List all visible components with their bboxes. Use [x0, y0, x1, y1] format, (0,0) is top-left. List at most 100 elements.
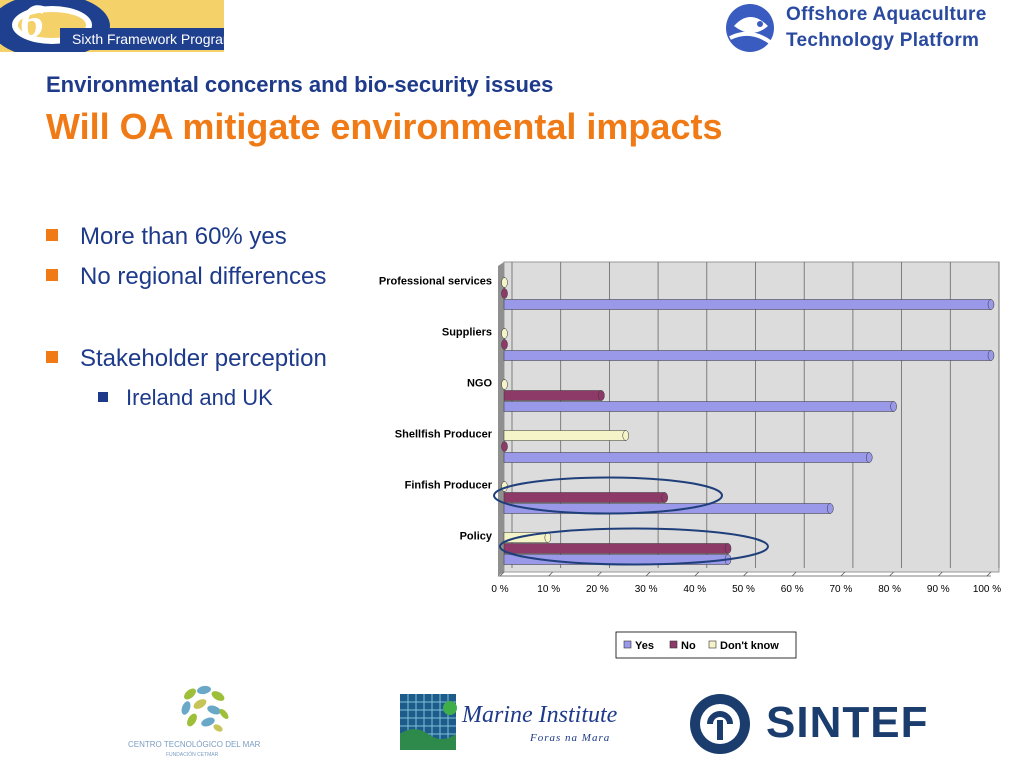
legend-swatch [623, 640, 632, 649]
chart-legend: Yes No Don't know [615, 631, 797, 659]
legend-label: Yes [635, 640, 654, 652]
category-label: Finfish Producer [405, 480, 493, 492]
marine-institute-name: Marine Institute [462, 702, 618, 728]
tick-mark [645, 571, 651, 577]
sintef-emblem-icon [690, 694, 750, 754]
bar-yes [503, 299, 992, 310]
chart-gridlines [498, 262, 1000, 577]
bullet-square-icon [46, 269, 58, 281]
bullet-item: Stakeholder perception [46, 345, 327, 373]
bar-end-cap [501, 288, 508, 299]
chart-bars [501, 277, 995, 565]
fp6-logo-text: Sixth Framework Programme [72, 31, 224, 47]
cetmar-sub: FUNDACIÓN CETMAR [166, 752, 219, 758]
tick-mark [743, 571, 748, 577]
fp6-logo-band: Sixth Framework Programme [60, 28, 224, 50]
bar-end-cap [866, 452, 873, 463]
sub-bullet-square-icon [98, 392, 108, 402]
legend-label: Don't know [720, 640, 779, 652]
bullet-text: No regional differences [80, 263, 327, 290]
sub-bullet-item: Ireland and UK [98, 385, 273, 411]
oatp-logo-line2: Technology Platform [786, 30, 980, 51]
legend-box [615, 631, 797, 659]
chart-x-tick-labels: 0 % 10 % 20 % 30 % 40 % 50 % 60 % 70 % 80 % 90 % 1… [491, 584, 1001, 595]
x-tick-label: 20 % [586, 584, 609, 595]
tick-mark [840, 571, 846, 577]
bar-don-t-know [503, 430, 626, 441]
bullet-text: More than 60% yes [80, 223, 287, 250]
x-tick-label: 40 % [683, 584, 706, 595]
tick-mark [938, 571, 943, 577]
chart-category-labels: Professional services Suppliers NGO Shellfi… [379, 276, 493, 543]
bar-no [503, 390, 602, 401]
bullet-square-icon [46, 229, 58, 241]
chart-highlight-ellipses [493, 476, 769, 566]
category-label: Shellfish Producer [395, 429, 493, 441]
x-tick-label: 50 % [732, 584, 755, 595]
x-tick-label: 100 % [973, 584, 1001, 595]
x-tick-label: 70 % [830, 584, 853, 595]
category-label: Suppliers [442, 327, 492, 339]
sub-bullet-text: Ireland and UK [126, 385, 273, 410]
bar-no [503, 492, 665, 503]
x-tick-label: 60 % [781, 584, 804, 595]
bar-end-cap [987, 299, 995, 310]
bar-end-cap [501, 339, 508, 350]
tick-mark [889, 571, 894, 577]
bar-end-cap [501, 441, 508, 452]
bar-no [503, 543, 729, 554]
cetmar-name: CENTRO TECNOLÓGICO DEL MAR [128, 740, 261, 749]
oatp-logo: Offshore Aquaculture Technology Platform [720, 0, 1024, 58]
bullet-square-icon [46, 351, 58, 363]
marine-grid-emblem-icon [400, 694, 457, 750]
category-label: Policy [460, 531, 493, 543]
x-tick-label: 80 % [878, 584, 901, 595]
category-label: NGO [467, 378, 493, 390]
legend-label: No [681, 640, 696, 652]
tick-mark [597, 571, 602, 577]
fp6-logo-inner-ring [12, 6, 92, 44]
legend-swatch [669, 640, 678, 649]
bar-yes [503, 350, 992, 361]
tick-mark [499, 571, 505, 577]
category-label: Professional services [379, 276, 492, 288]
tick-mark [694, 571, 700, 577]
bar-end-cap [501, 328, 508, 339]
bar-end-cap [661, 492, 668, 503]
bar-end-cap [827, 503, 834, 514]
bar-end-cap [501, 379, 508, 390]
plot-wall [503, 261, 1000, 573]
stakeholder-bar-chart: Professional services Suppliers NGO Shellfi… [379, 261, 1001, 659]
bar-end-cap [622, 430, 629, 441]
sintef-logo: SINTEF [688, 690, 968, 758]
legend-swatch [708, 640, 717, 649]
tick-mark [548, 571, 553, 577]
highlight-ellipse [493, 476, 723, 515]
bar-end-cap [501, 277, 508, 288]
oatp-logo-line1: Offshore Aquaculture [786, 4, 987, 25]
highlight-ellipse [499, 527, 769, 566]
x-tick-label: 10 % [537, 584, 560, 595]
bar-yes [503, 452, 870, 463]
fp6-logo: 6 Sixth Framework Programme [0, 0, 224, 52]
slide-subtitle: Environmental concerns and bio-security … [46, 72, 554, 97]
cetmar-logo: CENTRO TECNOLÓGICO DEL MAR FUNDACIÓN CET… [120, 678, 290, 766]
bar-end-cap [987, 350, 995, 361]
fp6-logo-number: 6 [20, 0, 44, 48]
marine-institute-sub: Foras na Mara [530, 732, 611, 744]
bar-yes [503, 401, 894, 412]
bar-end-cap [724, 543, 732, 554]
bullet-text: Stakeholder perception [80, 345, 327, 372]
bar-end-cap [890, 401, 897, 412]
x-tick-label: 30 % [635, 584, 658, 595]
bar-end-cap [598, 390, 605, 401]
slide-title: Will OA mitigate environmental impacts [46, 106, 723, 147]
x-tick-label: 90 % [927, 584, 950, 595]
x-tick-label: 0 % [491, 584, 508, 595]
tick-mark [986, 571, 992, 577]
bar-end-cap [544, 532, 552, 543]
plot-side-wall [498, 262, 504, 576]
bullet-item: More than 60% yes [46, 223, 287, 251]
fish-emblem-icon [726, 4, 774, 52]
sintef-name: SINTEF [766, 698, 929, 747]
